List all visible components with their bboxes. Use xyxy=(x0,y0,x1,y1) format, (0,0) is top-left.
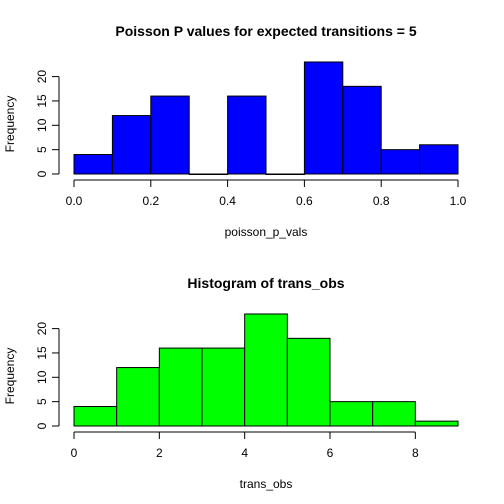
bar xyxy=(158,347,203,427)
y-tick-label: 15 xyxy=(35,346,49,360)
bar xyxy=(329,401,374,427)
y-axis-label: Frequency xyxy=(3,96,17,153)
bar xyxy=(116,367,160,427)
x-axis-label: poisson_p_vals xyxy=(225,225,308,239)
bar xyxy=(73,154,113,175)
x-tick-label: 0 xyxy=(71,446,78,460)
bar xyxy=(244,313,288,427)
bars-group xyxy=(73,313,459,427)
y-tick-label: 10 xyxy=(35,118,49,132)
bar xyxy=(380,149,421,175)
x-tick-label: 2 xyxy=(156,446,163,460)
y-tick-label: 20 xyxy=(35,70,49,84)
y-tick-label: 20 xyxy=(35,322,49,336)
y-tick-label: 0 xyxy=(35,170,49,177)
bar xyxy=(188,173,229,175)
bar xyxy=(150,95,190,175)
x-tick-label: 4 xyxy=(241,446,248,460)
y-tick-label: 5 xyxy=(35,398,49,405)
x-axis-label: trans_obs xyxy=(240,477,293,491)
x-tick-label: 0.8 xyxy=(373,194,390,208)
y-tick-label: 15 xyxy=(35,94,49,108)
bar xyxy=(372,401,416,427)
x-tick-label: 8 xyxy=(412,446,419,460)
chart-title: Histogram of trans_obs xyxy=(187,275,344,291)
bar xyxy=(303,61,344,175)
bar xyxy=(286,337,331,427)
x-axis: 0.0 0.2 0.4 0.6 0.8 1.0 xyxy=(66,179,467,208)
bar xyxy=(201,347,246,427)
x-tick-label: 0.6 xyxy=(296,194,313,208)
bar xyxy=(414,420,459,427)
bar xyxy=(227,95,267,175)
y-axis-label: Frequency xyxy=(3,348,17,405)
y-tick-label: 10 xyxy=(35,370,49,384)
y-tick-label: 0 xyxy=(35,422,49,429)
histogram-panel-poisson: Poisson P values for expected transition… xyxy=(3,23,467,239)
y-tick-label: 5 xyxy=(35,146,49,153)
x-tick-label: 0.2 xyxy=(142,194,159,208)
bars-group xyxy=(73,61,459,175)
y-axis: 0 5 10 15 20 xyxy=(35,70,60,177)
x-tick-label: 1.0 xyxy=(450,194,467,208)
bar xyxy=(419,144,459,175)
histogram-panel-trans-obs: Histogram of trans_obs 0 2 4 6 8 0 5 10 15 20 tr… xyxy=(3,275,459,491)
x-tick-label: 6 xyxy=(327,446,334,460)
bar xyxy=(73,406,118,427)
bar xyxy=(342,85,382,175)
x-axis: 0 2 4 6 8 xyxy=(71,431,419,460)
x-tick-label: 0.0 xyxy=(66,194,83,208)
bar xyxy=(265,173,305,175)
bar xyxy=(111,115,152,175)
x-tick-label: 0.4 xyxy=(219,194,236,208)
y-axis: 0 5 10 15 20 xyxy=(35,322,60,429)
chart-title: Poisson P values for expected transition… xyxy=(115,23,416,39)
